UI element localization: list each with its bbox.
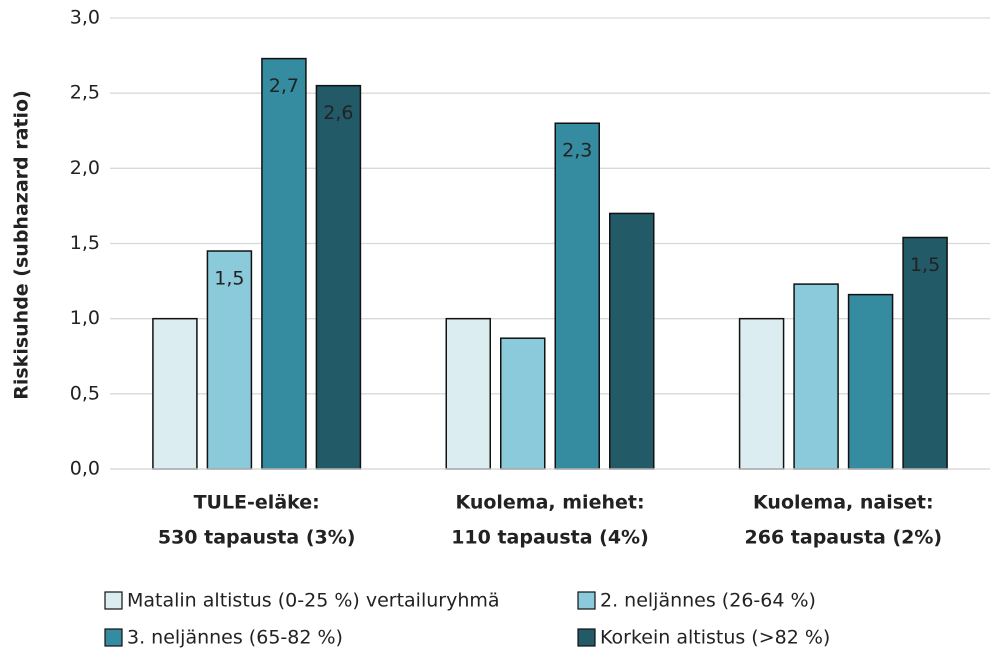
data-label: 2,3: [562, 140, 592, 162]
data-label: 1,5: [214, 268, 244, 290]
y-tick-label: 0,5: [70, 382, 100, 404]
legend-swatch: [577, 591, 596, 610]
y-tick-label: 0,0: [70, 458, 100, 480]
x-tick-label: TULE-eläke:: [194, 492, 320, 514]
legend-label: Korkein altistus (>82 %): [600, 627, 830, 649]
y-tick-label: 2,5: [70, 82, 100, 104]
legend-label: 3. neljännes (65-82 %): [127, 627, 343, 649]
legend-swatch: [577, 628, 596, 647]
x-tick-label: Kuolema, naiset:: [753, 492, 934, 514]
legend-label: 2. neljännes (26-64 %): [600, 590, 816, 612]
x-tick-label: 530 tapausta (3%): [158, 527, 356, 549]
x-tick-label: 110 tapausta (4%): [451, 527, 649, 549]
bar: [738, 317, 785, 470]
bar: [445, 317, 491, 470]
y-tick-label: 1,5: [70, 232, 100, 254]
y-tick-label: 3,0: [70, 7, 100, 29]
bar: [261, 57, 307, 470]
bar: [152, 317, 198, 470]
data-label: 2,6: [323, 102, 353, 124]
y-axis-title: Riskisuhde (subhazard ratio): [11, 90, 33, 400]
x-tick-label: 266 tapausta (2%): [745, 527, 943, 549]
legend-swatch: [104, 628, 123, 647]
data-label: 1,5: [910, 254, 940, 276]
bar: [554, 122, 600, 470]
bar: [500, 337, 546, 470]
legend-swatch: [104, 591, 123, 610]
bar: [315, 84, 362, 470]
bar: [609, 212, 655, 470]
legend-label: Matalin altistus (0-25 %) vertailuryhmä: [127, 590, 500, 612]
bar: [793, 283, 839, 470]
bar: [847, 293, 894, 470]
y-tick-label: 2,0: [70, 157, 100, 179]
y-tick-label: 1,0: [70, 307, 100, 329]
bar: [902, 236, 948, 470]
x-tick-label: Kuolema, miehet:: [455, 492, 644, 514]
data-label: 2,7: [269, 75, 299, 97]
